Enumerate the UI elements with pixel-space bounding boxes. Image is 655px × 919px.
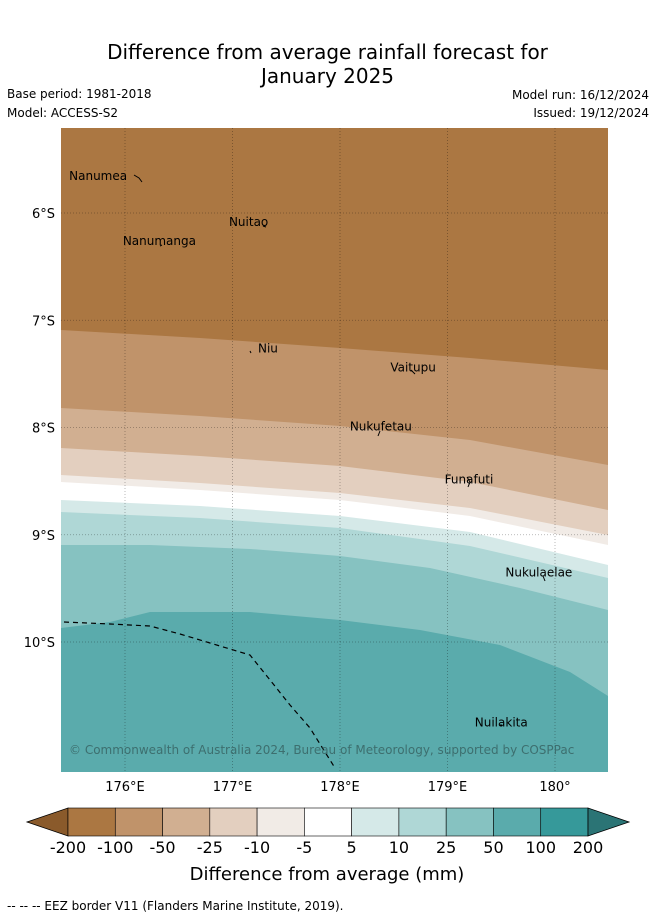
- eez-legend-footer: -- -- -- EEZ border V11 (Flanders Marine…: [7, 899, 344, 913]
- colorbar-tick-label: 200: [573, 838, 604, 857]
- colorbar-segment: [493, 807, 542, 837]
- place-label: Nukufetau: [350, 420, 412, 434]
- copyright-note: © Commonwealth of Australia 2024, Bureau…: [69, 743, 574, 757]
- place-label: Vaitupu: [390, 361, 436, 375]
- colorbar-segment: [209, 807, 258, 837]
- place-label: Nukulaelae: [505, 566, 572, 580]
- issued-date: Issued: 19/12/2024: [533, 106, 649, 120]
- colorbar-segment: [162, 807, 211, 837]
- place-label: Niu: [258, 341, 278, 355]
- colorbar-segment: [351, 807, 400, 837]
- contour-layer: [61, 128, 608, 772]
- place-label: Nuitao: [229, 215, 268, 229]
- island-shapes: [133, 174, 546, 726]
- y-tick-label: 10°S: [24, 636, 55, 651]
- place-label: Nanumanga: [123, 234, 196, 248]
- colorbar-low-extend: [25, 807, 69, 837]
- y-tick-label: 9°S: [32, 529, 55, 544]
- colorbar: -200 -100 -50 -25 -10 -5 5 10 25 50 100 200: [25, 807, 631, 857]
- colorbar-title: Difference from average (mm): [190, 864, 465, 885]
- band-plus-50: [61, 612, 608, 772]
- colorbar-tick-label: 10: [389, 838, 409, 857]
- x-tick-label: 178°E: [320, 780, 360, 795]
- y-tick-label: 6°S: [32, 207, 55, 222]
- x-tick-label: 176°E: [105, 780, 145, 795]
- colorbar-tick-label: -10: [244, 838, 270, 857]
- colorbar-high-extend: [587, 807, 631, 837]
- y-tick-label: 8°S: [32, 422, 55, 437]
- base-period: Base period: 1981-2018: [7, 87, 152, 101]
- place-labels: Nanumea Nuitao Nanumanga Niu Vaitupu Nukufeta…: [69, 169, 572, 730]
- y-axis-ticks: 6°S 7°S 8°S 9°S 10°S: [24, 207, 55, 651]
- colorbar-tick-label: -25: [197, 838, 223, 857]
- eez-border-line: [63, 621, 336, 769]
- model-run: Model run: 16/12/2024: [511, 88, 649, 102]
- colorbar-segment: [304, 807, 352, 837]
- place-label: Nanumea: [69, 169, 127, 183]
- colorbar-tick-label: 50: [483, 838, 503, 857]
- colorbar-segment: [67, 807, 116, 837]
- y-tick-label: 7°S: [32, 314, 55, 329]
- colorbar-segment: [398, 807, 447, 837]
- colorbar-segment: [256, 807, 305, 837]
- colorbar-tick-label: 5: [347, 838, 357, 857]
- colorbar-segment: [445, 807, 494, 837]
- x-axis-ticks: 176°E 177°E 178°E 179°E 180°: [105, 780, 570, 795]
- graticule: [61, 128, 608, 772]
- x-tick-label: 180°: [539, 780, 570, 795]
- colorbar-segment: [114, 807, 163, 837]
- x-tick-label: 179°E: [428, 780, 468, 795]
- colorbar-tick-label: -5: [296, 838, 312, 857]
- colorbar-tick-label: 25: [436, 838, 456, 857]
- map-title: Difference from average rainfall forecas…: [0, 40, 655, 88]
- colorbar-segment: [540, 807, 589, 837]
- title-line-1: Difference from average rainfall forecas…: [107, 40, 548, 64]
- colorbar-tick-label: -100: [97, 838, 133, 857]
- place-label: Funafuti: [445, 472, 494, 486]
- colorbar-tick-label: -200: [50, 838, 86, 857]
- place-label: Nuilakita: [475, 716, 528, 730]
- model-name: Model: ACCESS-S2: [7, 106, 119, 120]
- title-line-2: January 2025: [260, 64, 395, 88]
- colorbar-tick-label: 100: [525, 838, 556, 857]
- colorbar-tick-label: -50: [149, 838, 175, 857]
- x-tick-label: 177°E: [213, 780, 253, 795]
